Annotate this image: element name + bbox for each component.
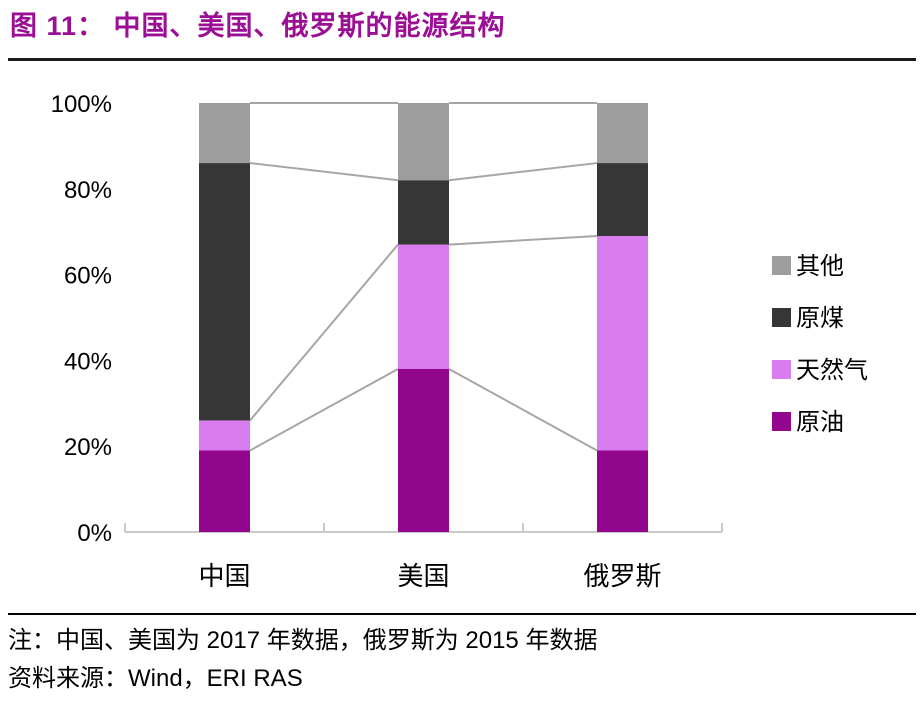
top-divider — [8, 58, 916, 61]
x-axis-label: 美国 — [397, 561, 449, 591]
y-axis-label: 40% — [64, 348, 112, 375]
bar-segment — [199, 163, 250, 421]
series-connector-line — [448, 234, 598, 246]
bar-segment — [398, 103, 449, 181]
y-axis-label: 20% — [64, 434, 112, 461]
legend-swatch — [772, 360, 791, 379]
series-connector-line — [448, 162, 598, 182]
figure-note: 注：中国、美国为 2017 年数据，俄罗斯为 2015 年数据 — [8, 627, 598, 654]
legend-label: 原油 — [796, 409, 844, 436]
series-connector-line — [448, 368, 598, 452]
x-axis-label: 中国 — [198, 561, 250, 591]
bar-segment — [597, 163, 648, 236]
bar-segment — [597, 235, 648, 451]
x-axis-label: 俄罗斯 — [583, 561, 661, 591]
bar-segment — [199, 103, 250, 164]
figure-title: 图 11： 中国、美国、俄罗斯的能源结构 — [10, 11, 506, 41]
legend-swatch — [772, 308, 791, 327]
bar-segment — [398, 244, 449, 369]
series-connector-line — [249, 243, 399, 422]
bar-segment — [398, 180, 449, 245]
y-axis-label: 80% — [64, 177, 112, 204]
chart-area: 0% 20% 40% 60% 80% 100% 中国 美国 俄罗斯 其他原煤天然气原油 — [0, 65, 923, 610]
y-axis-label: 100% — [51, 91, 112, 118]
series-connector-line — [249, 368, 399, 452]
bar-segment — [199, 420, 250, 451]
bottom-divider — [8, 613, 916, 615]
legend-label: 原煤 — [796, 305, 844, 332]
bar-segment — [597, 450, 648, 532]
bar-segment — [597, 103, 648, 164]
legend-swatch — [772, 256, 791, 275]
legend-label: 其他 — [796, 253, 844, 280]
series-connector-line — [249, 162, 399, 182]
legend-swatch — [772, 412, 791, 431]
figure-source: 资料来源：Wind，ERI RAS — [8, 665, 303, 692]
y-axis-label: 60% — [64, 263, 112, 290]
bar-segment — [398, 368, 449, 532]
legend-label: 天然气 — [796, 357, 868, 384]
y-axis-label: 0% — [77, 520, 112, 547]
bar-segment — [199, 450, 250, 532]
